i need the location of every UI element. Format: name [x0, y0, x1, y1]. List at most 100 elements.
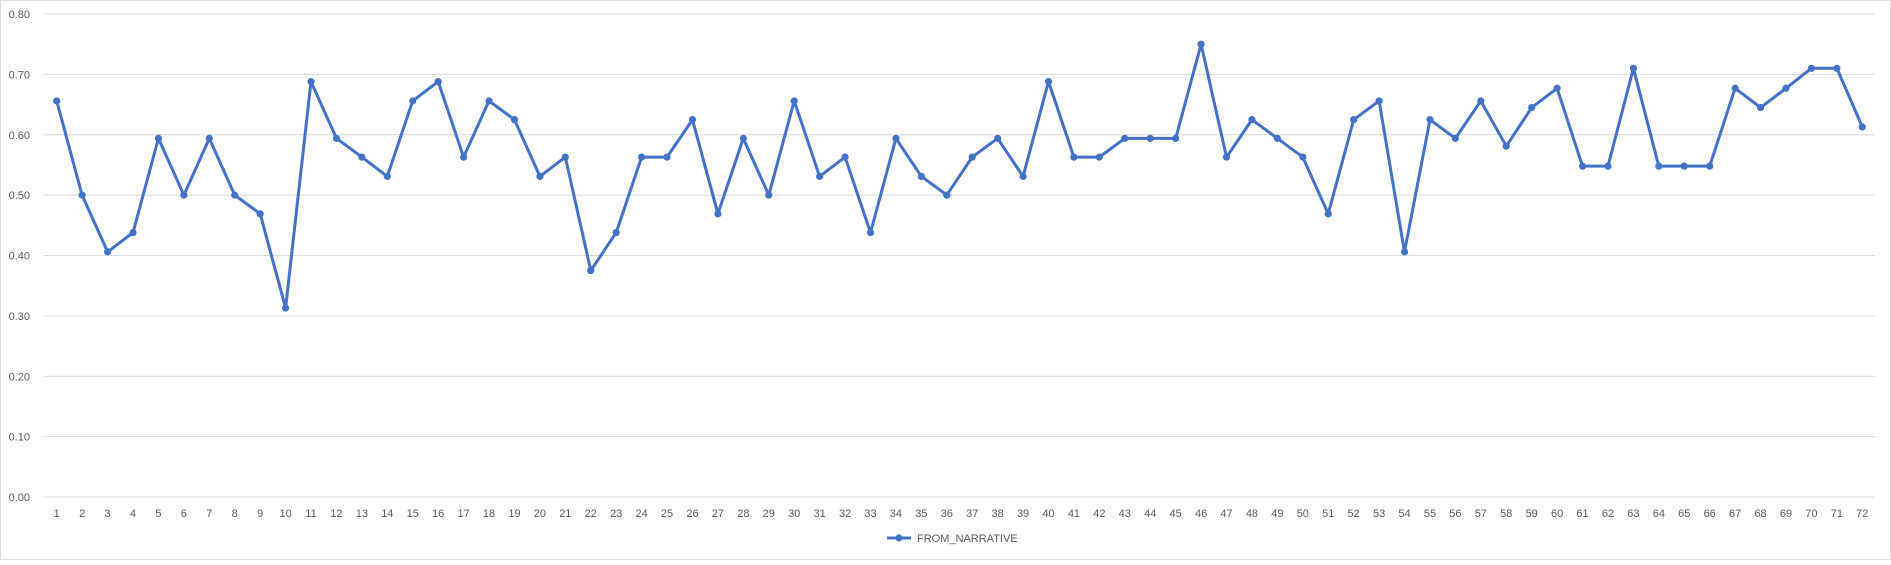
- x-tick-label: 8: [232, 508, 238, 520]
- x-tick-label: 35: [915, 508, 927, 520]
- data-point: [1350, 116, 1358, 124]
- x-tick-label: 57: [1475, 508, 1487, 520]
- data-point: [663, 153, 671, 161]
- data-point: [1604, 162, 1612, 170]
- data-point: [1197, 40, 1205, 48]
- data-point: [866, 228, 875, 237]
- x-tick-label: 1: [54, 508, 60, 520]
- data-point: [1629, 64, 1638, 72]
- data-point: [1248, 116, 1256, 124]
- series-line: [55, 42, 1864, 310]
- x-tick-label: 47: [1220, 508, 1232, 520]
- x-tick-label: 68: [1754, 508, 1766, 520]
- data-point: [790, 97, 798, 105]
- data-point: [714, 210, 722, 218]
- y-tick-label: 0.00: [9, 492, 30, 504]
- x-tick-label: 44: [1144, 508, 1156, 520]
- x-tick-label: 16: [432, 508, 444, 520]
- x-tick-label: 3: [105, 508, 111, 520]
- data-point: [587, 266, 595, 275]
- x-tick-label: 41: [1068, 508, 1080, 520]
- data-point: [409, 97, 417, 105]
- x-tick-label: 51: [1322, 508, 1334, 520]
- data-point: [485, 97, 493, 105]
- y-tick-label: 0.30: [9, 311, 30, 323]
- data-point: [281, 304, 290, 312]
- data-point: [332, 134, 341, 142]
- x-tick-label: 19: [508, 508, 520, 520]
- data-point: [358, 153, 366, 161]
- data-point: [154, 134, 163, 142]
- data-point: [1146, 134, 1154, 142]
- x-tick-label: 65: [1678, 508, 1690, 520]
- x-tick-label: 50: [1297, 508, 1309, 520]
- x-tick-label: 13: [356, 508, 368, 520]
- data-point: [53, 97, 61, 105]
- data-point: [994, 134, 1002, 142]
- data-point: [180, 191, 188, 199]
- data-point: [307, 78, 315, 86]
- x-tick-label: 17: [457, 508, 469, 520]
- data-point: [1782, 84, 1790, 92]
- data-point: [1095, 153, 1103, 161]
- data-point: [1324, 210, 1332, 218]
- data-point: [1502, 142, 1510, 150]
- y-tick-label: 0.50: [9, 190, 30, 202]
- data-point: [739, 134, 747, 142]
- data-point: [1121, 134, 1129, 142]
- x-tick-label: 72: [1856, 508, 1868, 520]
- x-tick-label: 40: [1042, 508, 1054, 520]
- data-point: [892, 134, 900, 142]
- data-point: [1070, 153, 1078, 161]
- x-tick-label: 42: [1093, 508, 1105, 520]
- x-tick-label: 31: [814, 508, 826, 520]
- x-tick-label: 54: [1398, 508, 1410, 520]
- x-tick-label: 24: [635, 508, 647, 520]
- x-tick-label: 37: [966, 508, 978, 520]
- x-tick-label: 26: [686, 508, 698, 520]
- data-point: [1807, 64, 1816, 72]
- x-tick-label: 27: [712, 508, 724, 520]
- x-tick-label: 21: [559, 508, 571, 520]
- data-point: [1019, 172, 1027, 181]
- x-tick-label: 4: [130, 508, 136, 520]
- x-tick-label: 29: [763, 508, 775, 520]
- x-tick-label: 5: [155, 508, 161, 520]
- x-tick-label: 15: [407, 508, 419, 520]
- x-tick-label: 63: [1627, 508, 1639, 520]
- x-tick-label: 61: [1576, 508, 1588, 520]
- data-point: [612, 228, 620, 237]
- data-point: [434, 78, 442, 86]
- y-tick-label: 0.40: [9, 251, 30, 263]
- data-point: [1578, 162, 1587, 170]
- legend-marker: [895, 534, 903, 542]
- data-point: [841, 153, 849, 161]
- data-point: [129, 228, 137, 237]
- x-tick-label: 59: [1526, 508, 1538, 520]
- x-tick-label: 11: [305, 508, 316, 520]
- x-tick-label: 12: [330, 508, 342, 520]
- x-tick-label: 53: [1373, 508, 1385, 520]
- x-tick-label: 34: [890, 508, 902, 520]
- x-tick-label: 36: [941, 508, 953, 520]
- x-tick-label: 71: [1831, 508, 1843, 520]
- x-tick-label: 43: [1119, 508, 1131, 520]
- x-tick-label: 66: [1704, 508, 1716, 520]
- data-point: [638, 153, 646, 161]
- x-tick-label: 60: [1551, 508, 1563, 520]
- x-tick-label: 46: [1195, 508, 1207, 520]
- data-point: [383, 172, 391, 181]
- x-tick-label: 48: [1246, 508, 1258, 520]
- data-point: [561, 153, 569, 161]
- data-point: [1655, 162, 1663, 170]
- x-tick-label: 7: [206, 508, 212, 520]
- x-tick-label: 33: [864, 508, 876, 520]
- y-tick-label: 0.20: [9, 371, 30, 383]
- data-point: [1375, 97, 1383, 105]
- y-tick-label: 0.70: [9, 69, 30, 81]
- data-point: [1833, 64, 1841, 72]
- data-point: [968, 153, 976, 161]
- x-tick-label: 64: [1653, 508, 1665, 520]
- x-tick-label: 30: [788, 508, 800, 520]
